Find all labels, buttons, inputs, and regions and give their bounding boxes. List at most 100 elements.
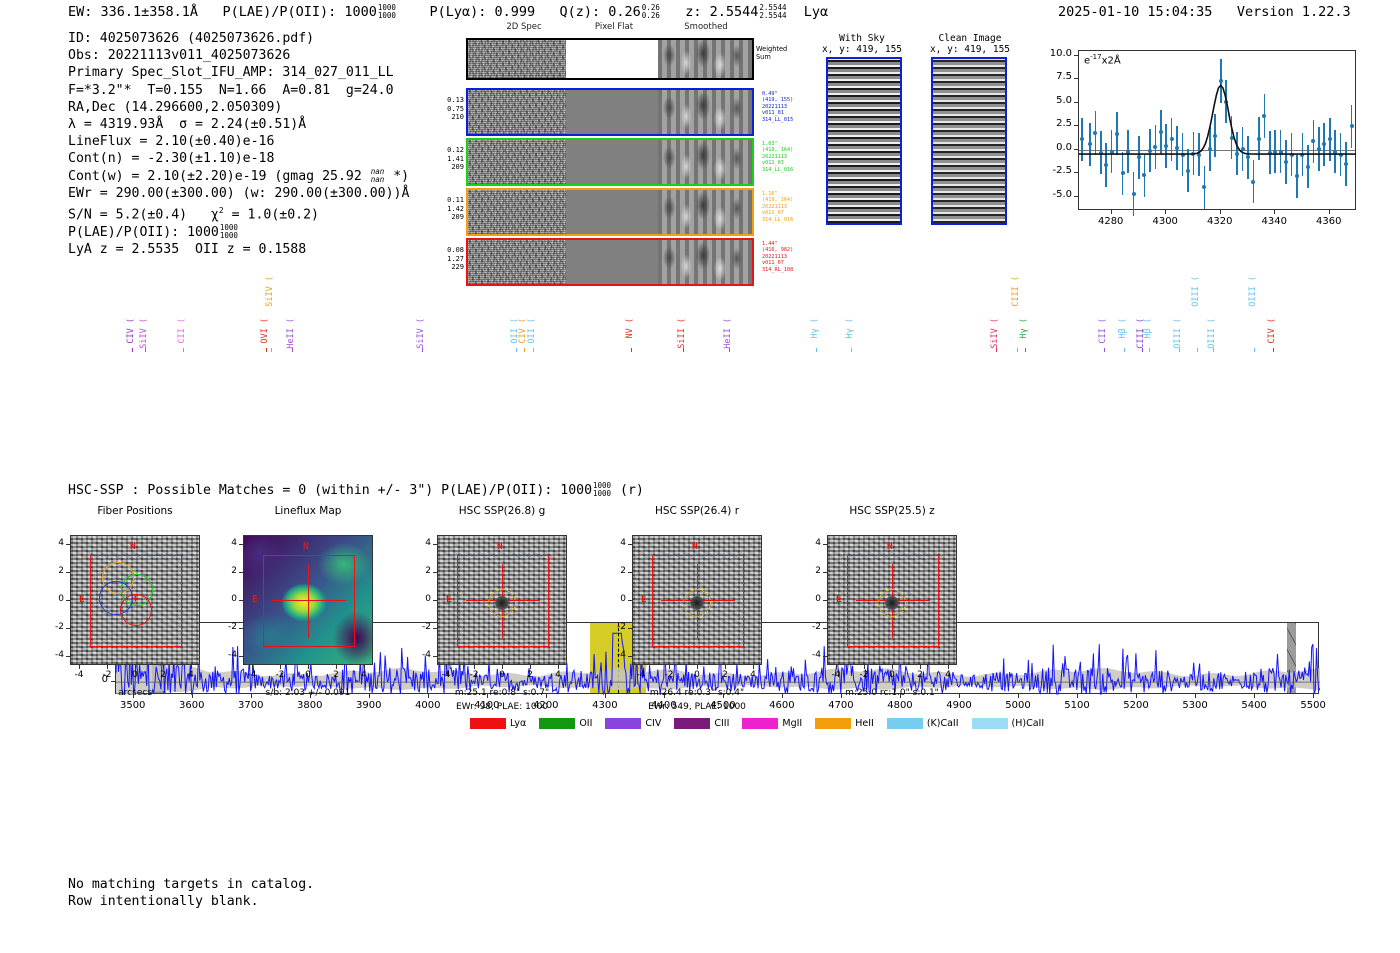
thumb-x-tick-label: 4 — [750, 670, 756, 680]
target-marker: + — [132, 592, 139, 605]
version-label: Version 1.22.3 — [1236, 4, 1351, 20]
thumb-x-tick-label: 2 — [722, 670, 728, 680]
fiber-meta-line: 20221113 — [762, 153, 787, 160]
y-tick-label: -5.0 — [1052, 188, 1072, 200]
thumb-x-tick-label: 0 — [889, 670, 895, 680]
emission-line-label: Hβ ( — [1143, 318, 1154, 339]
emission-line-label: Hβ ( — [1118, 318, 1129, 339]
spectrum-x-tick-label: 4200 — [533, 700, 559, 711]
data-point — [1262, 113, 1267, 118]
header-qz-fraction: 0.26 0.26 — [641, 3, 660, 20]
emission-line-tick — [271, 348, 273, 352]
fiber-meta-line: 1.16" — [762, 191, 778, 197]
emission-line-tick — [292, 348, 294, 352]
emission-line-tick — [524, 348, 525, 352]
emission-line-label: Hγ ( — [1019, 318, 1030, 339]
fiber-stat: 0.11 — [447, 196, 464, 204]
spectrum-x-tick-label: 5500 — [1300, 700, 1326, 711]
thumb-x-tick — [163, 665, 164, 669]
spectrum-x-tick — [545, 694, 547, 698]
thumbnail-image-fibers[interactable]: N E + — [70, 535, 200, 665]
fiber-stat: 0.08 — [447, 246, 464, 254]
thumb-x-tick-label: -2 — [102, 670, 112, 680]
thumb-x-tick — [446, 665, 447, 669]
header-z-fraction: 2.5544 2.5544 — [759, 3, 787, 20]
data-point — [1333, 149, 1338, 154]
thumb-y-tick-label: 2 — [58, 566, 64, 576]
thumb-y-tick-label: -4 — [422, 650, 431, 660]
header-plae-label: P(LAE)/P(OII): 1000 — [222, 4, 377, 20]
fiber-strip: 0.11 1.42 209 1.16" (419, 164) 20221113 v011_0… — [447, 188, 793, 236]
aperture-circle — [488, 589, 516, 617]
fiber-meta-line: 1.44" — [762, 241, 778, 247]
thumb-y-tick-label: -4 — [812, 650, 821, 660]
x-tick — [1165, 210, 1167, 214]
emission-line-label: NV ( — [625, 318, 636, 339]
data-point — [1120, 171, 1125, 176]
fiber-meta-line: 20221113 — [762, 253, 787, 260]
fiber-row-meta: 1.16" (419, 164) 20221113 v011_07 314_LL_016 — [762, 191, 822, 223]
thumb-y-tick-label: -4 — [228, 650, 237, 660]
data-point — [1186, 168, 1191, 173]
fiber-stat: 209 — [451, 163, 464, 171]
thumbnail-caption: s/b: 2.03 +/- 0.091 — [265, 688, 351, 698]
thumb-x-tick — [364, 665, 365, 669]
compass-north: N — [692, 541, 698, 552]
thumb-x-tick — [641, 665, 642, 669]
fiber-strip-list: 0.13 0.75 210 0.49" (419, 155) 20221113 v011_0… — [447, 88, 793, 288]
thumb-y-tick — [433, 628, 437, 629]
thumb-x-tick-label: -2 — [664, 670, 674, 680]
spectrum-x-tick — [899, 694, 901, 698]
info-ewr: EWr = 290.00(±300.00) (w: 290.00(±300.00… — [68, 185, 410, 201]
thumb-y-tick-label: 4 — [231, 538, 237, 548]
fiber-meta-line: 314_LL_016 — [762, 166, 794, 173]
cutout-title-clean-image: Clean Image x, y: 419, 155 — [929, 33, 1011, 55]
header-summary-line: EW: 336.1±358.1Å P(LAE)/P(OII): 1000 1000… — [68, 3, 828, 21]
ifu-footprint-box — [263, 555, 355, 647]
emission-line-label: OIII ( — [1248, 276, 1259, 307]
header-ew: EW: 336.1±358.1Å — [68, 4, 199, 20]
fiber-smoothed — [658, 240, 752, 284]
data-point — [1207, 146, 1212, 151]
thumb-y-tick — [239, 628, 243, 629]
data-point — [1267, 150, 1272, 155]
thumbnail-caption: m:25.0 rc:1.0" s:0.1" — [845, 688, 939, 698]
emission-line-tick — [815, 348, 817, 352]
legend-item: CIII — [674, 718, 729, 729]
thumb-x-tick-label: 4 — [555, 670, 561, 680]
data-point — [1136, 155, 1141, 160]
ifu-footprint-box — [90, 555, 182, 647]
data-point — [1131, 192, 1136, 197]
thumb-y-tick-label: -2 — [617, 622, 626, 632]
emission-line-label: CIV ( — [126, 318, 137, 344]
thumb-x-tick-label: 2 — [160, 670, 166, 680]
emission-line-tick — [850, 348, 852, 352]
compass-east: E — [252, 594, 258, 605]
emission-line-tick — [266, 348, 268, 352]
data-point — [1245, 155, 1250, 160]
data-point — [1098, 150, 1103, 155]
info-sn-chi2: S/N = 5.2(±0.4) χ2 = 1.0(±0.2) — [68, 206, 319, 223]
legend-swatch — [674, 718, 711, 729]
fiber-meta-line: 20221113 — [762, 103, 787, 110]
zero-line — [1079, 149, 1355, 151]
spectrum-x-tick — [958, 694, 960, 698]
emission-line-label: CIV ( — [1266, 318, 1277, 344]
fiber-meta-line: v011_07 — [762, 210, 784, 217]
thumb-y-tick-label: 4 — [425, 538, 431, 548]
y-tick — [1074, 54, 1078, 56]
spectrum-x-tick — [722, 694, 724, 698]
fiber-meta-line: v011_07 — [762, 260, 784, 267]
thumbnail-caption: arcsecs — [118, 688, 152, 698]
thumb-y-tick — [433, 572, 437, 573]
compass-north: N — [130, 541, 136, 552]
fiber-meta-line: (416, 982) — [762, 247, 794, 254]
bottom-note-line2: Row intentionally blank. — [68, 894, 259, 910]
info-spec-slot: Primary Spec_Slot_IFU_AMP: 314_027_011_L… — [68, 65, 394, 81]
data-point — [1202, 185, 1207, 190]
legend-label: (H)CaII — [1011, 718, 1045, 729]
